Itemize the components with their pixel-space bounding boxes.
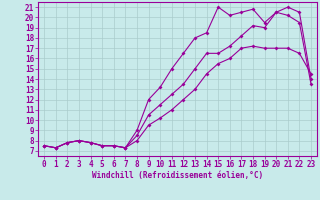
X-axis label: Windchill (Refroidissement éolien,°C): Windchill (Refroidissement éolien,°C) [92,171,263,180]
